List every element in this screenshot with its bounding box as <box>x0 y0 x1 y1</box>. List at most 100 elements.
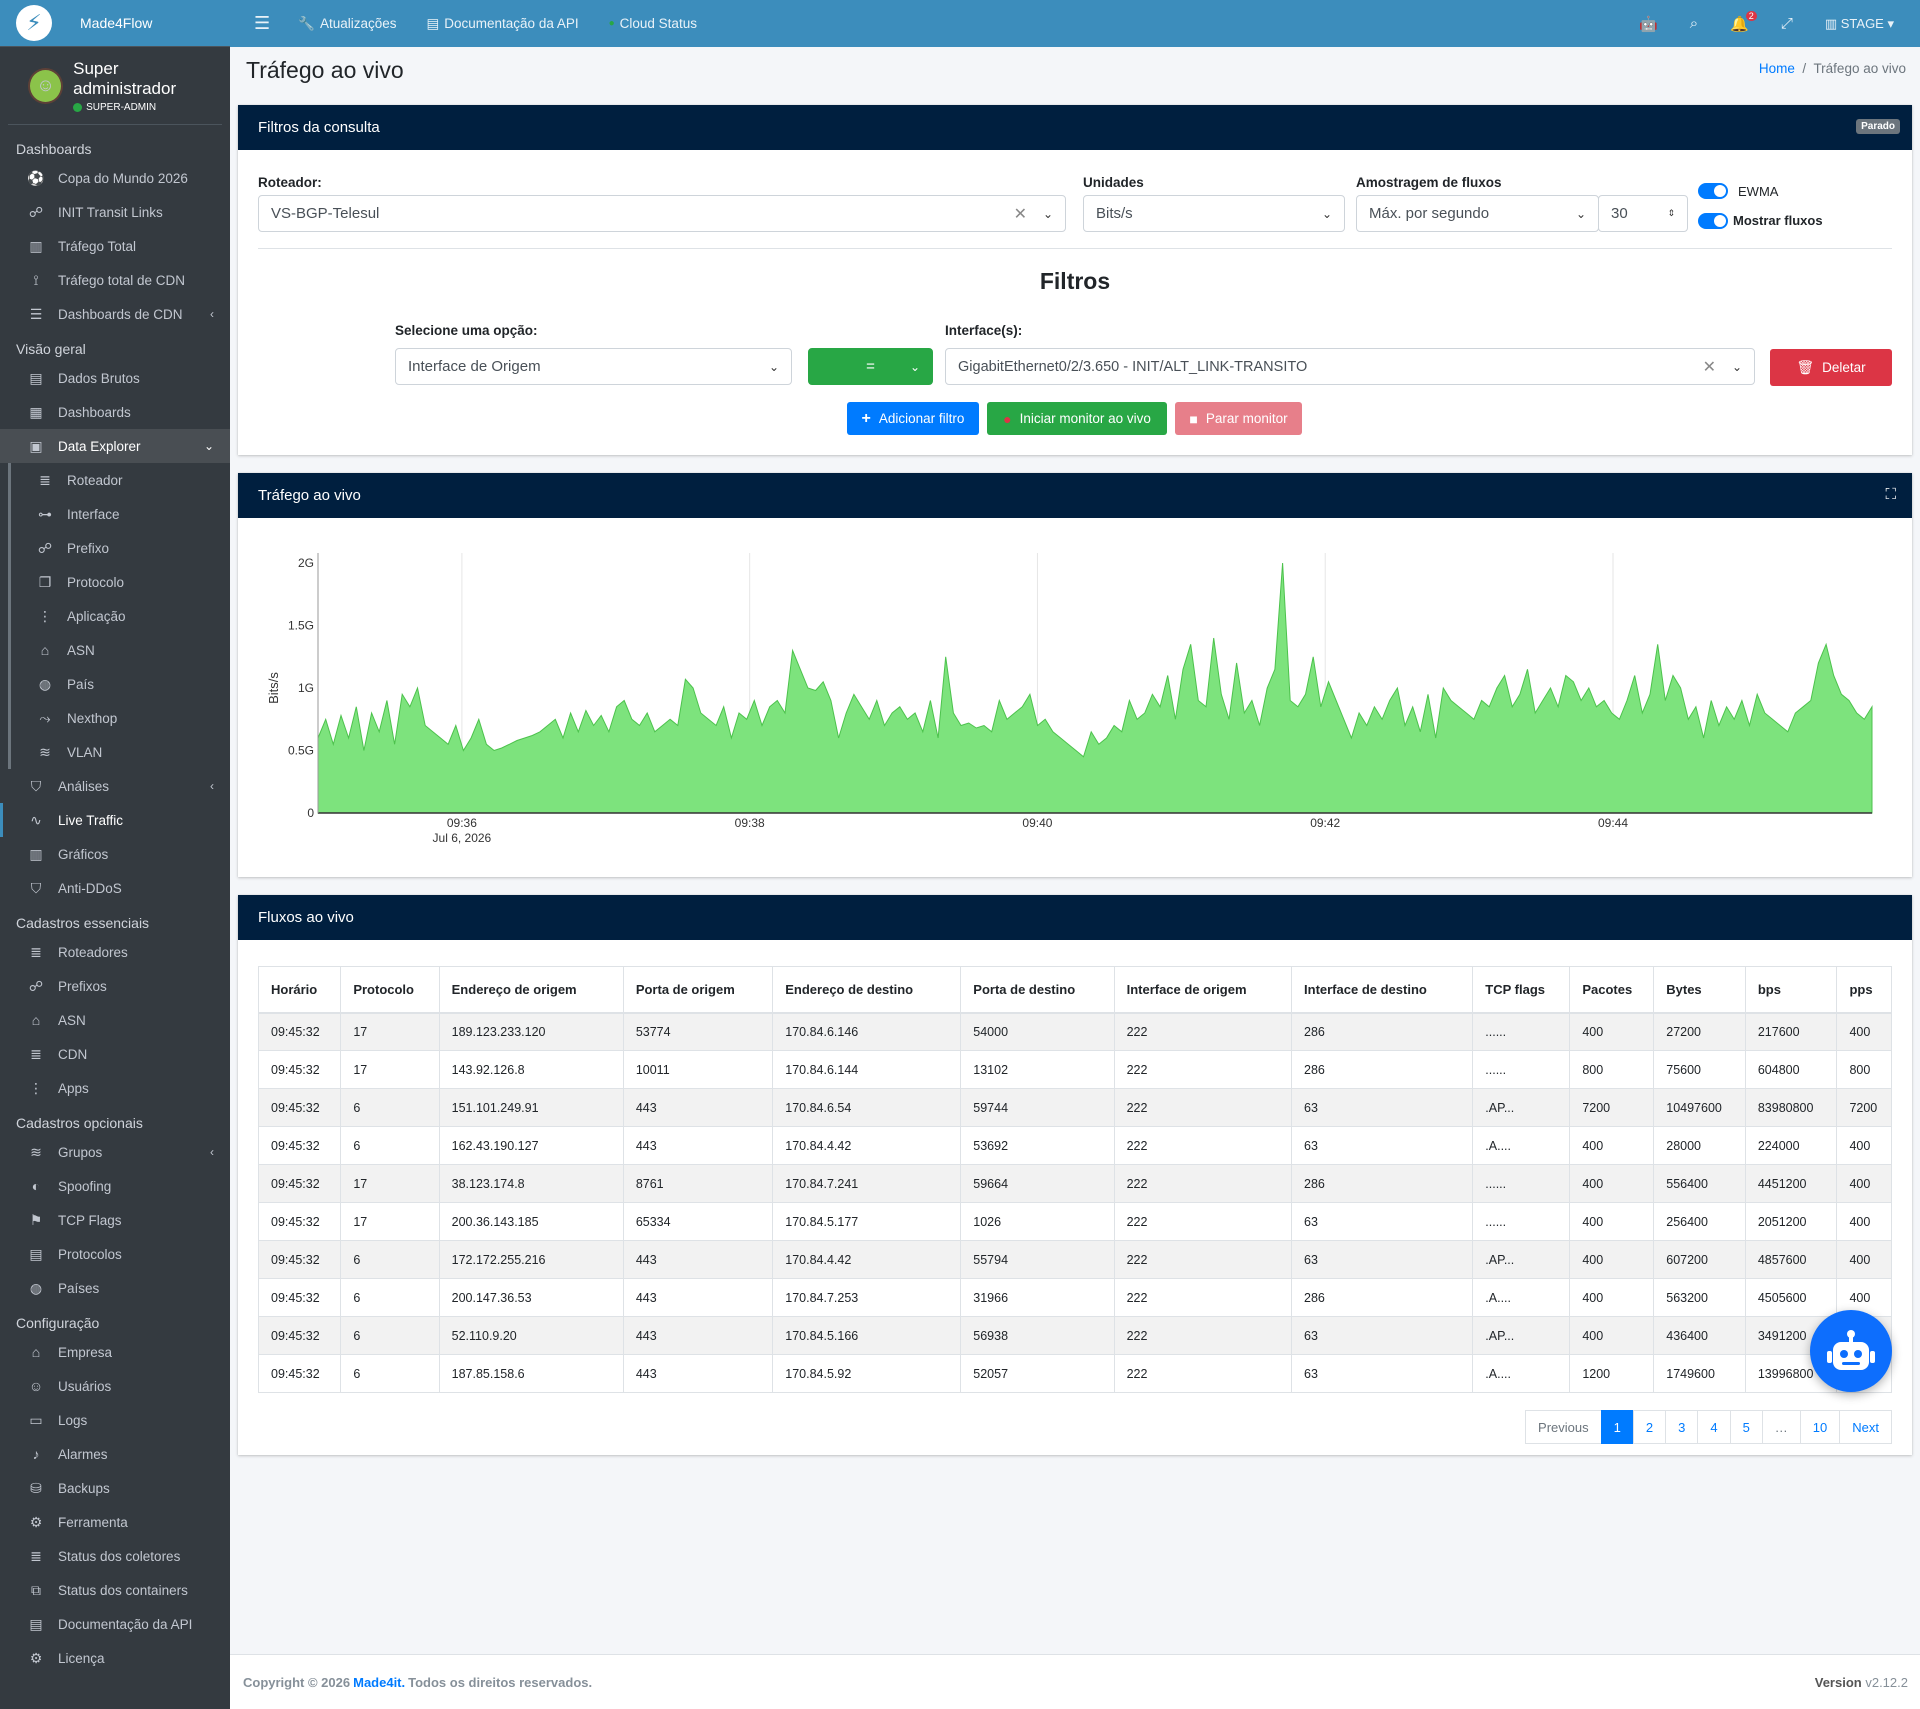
page-previous[interactable]: Previous <box>1525 1410 1602 1444</box>
sidebar-item-roteadores[interactable]: ≣ Roteadores <box>0 935 230 969</box>
page-1[interactable]: 1 <box>1600 1410 1634 1444</box>
sidebar-item-vlan[interactable]: ≋ VLAN <box>11 735 230 769</box>
column-header[interactable]: Pacotes <box>1569 966 1655 1014</box>
delete-button[interactable]: 🗑 Deletar <box>1770 349 1892 386</box>
breadcrumb-home[interactable]: Home <box>1758 61 1795 76</box>
column-header[interactable]: Endereço de destino <box>772 966 962 1014</box>
router-select[interactable]: VS-BGP-Telesul ✕ ⌄ <box>258 195 1066 232</box>
chatbot-button[interactable] <box>1810 1310 1892 1392</box>
sidebar-item-ferramenta[interactable]: ⚙ Ferramenta <box>0 1505 230 1539</box>
sidebar-item-copa-do-mundo-2026[interactable]: ⚽ Copa do Mundo 2026 <box>0 161 230 195</box>
sidebar-item-documenta-o-da-api[interactable]: ▤ Documentação da API <box>0 1607 230 1641</box>
search-icon[interactable]: ⌕ <box>1689 15 1699 32</box>
robot-icon[interactable]: 🤖 <box>1639 15 1658 33</box>
sidebar-item-usu-rios[interactable]: ☺ Usuários <box>0 1369 230 1403</box>
column-header[interactable]: Bytes <box>1653 966 1746 1014</box>
sidebar-item-tr-fego-total-de-cdn[interactable]: ⟟ Tráfego total de CDN <box>0 263 230 297</box>
chevron-left-icon: ‹ <box>210 779 214 793</box>
clear-icon[interactable]: ✕ <box>1013 205 1027 223</box>
api-docs-link[interactable]: ▤ Documentação da API <box>427 16 579 32</box>
start-monitor-button[interactable]: ● Iniciar monitor ao vivo <box>987 402 1167 435</box>
sidebar-item-grupos[interactable]: ≋ Grupos ‹ <box>0 1135 230 1169</box>
sidebar-item-dados-brutos[interactable]: ▤ Dados Brutos <box>0 361 230 395</box>
column-header[interactable]: Endereço de origem <box>438 966 624 1014</box>
sampling-number-input[interactable]: 30 ⇕ <box>1598 195 1688 232</box>
interfaces-select[interactable]: GigabitEthernet0/2/3.650 - INIT/ALT_LINK… <box>945 348 1755 385</box>
sidebar-item-cdn[interactable]: ≣ CDN <box>0 1037 230 1071</box>
sidebar-item-prefixo[interactable]: ☍ Prefixo <box>11 531 230 565</box>
column-header[interactable]: Interface de origem <box>1113 966 1293 1014</box>
sidebar-item-status-dos-coletores[interactable]: ≣ Status dos coletores <box>0 1539 230 1573</box>
sidebar-item-licen-a[interactable]: ⚙ Licença <box>0 1641 230 1675</box>
sidebar-item-aplica-o[interactable]: ⋮ Aplicação <box>11 599 230 633</box>
expand-icon[interactable]: ⛶ <box>1885 486 1896 503</box>
fullscreen-icon[interactable]: ⤢ <box>1780 15 1793 32</box>
table-cell: 400 <box>1836 1202 1892 1241</box>
sidebar-item-roteador[interactable]: ≣ Roteador <box>11 463 230 497</box>
brand[interactable]: ⚡ Made4Flow <box>0 0 230 47</box>
sidebar-item-protocolo[interactable]: ❐ Protocolo <box>11 565 230 599</box>
page-2[interactable]: 2 <box>1632 1410 1667 1444</box>
sidebar-item-dashboards[interactable]: ▦ Dashboards <box>0 395 230 429</box>
menu-toggle-icon[interactable]: ☰ <box>254 13 271 33</box>
sidebar-item-live-traffic[interactable]: ∿ Live Traffic <box>0 803 230 837</box>
add-filter-button[interactable]: + Adicionar filtro <box>847 402 979 435</box>
chart-card-header: Tráfego ao vivo ⛶ <box>238 473 1912 518</box>
stop-monitor-button[interactable]: ■ Parar monitor <box>1175 402 1302 435</box>
sidebar-item-protocolos[interactable]: ▤ Protocolos <box>0 1237 230 1271</box>
page-3[interactable]: 3 <box>1665 1410 1699 1444</box>
column-header[interactable]: bps <box>1744 966 1838 1014</box>
page-10[interactable]: 10 <box>1799 1410 1841 1444</box>
page-next[interactable]: Next <box>1839 1410 1892 1444</box>
env-dropdown[interactable]: ▥ STAGE ▾ <box>1824 15 1894 31</box>
sidebar-item-tcp-flags[interactable]: ⚑ TCP Flags <box>0 1203 230 1237</box>
cloud-status-link[interactable]: ● Cloud Status <box>609 16 697 31</box>
footer-company-link[interactable]: Made4it. <box>353 1674 406 1690</box>
column-header[interactable]: TCP flags <box>1472 966 1571 1014</box>
bell-icon[interactable]: 🔔 2 <box>1730 10 1757 33</box>
column-header[interactable]: pps <box>1836 966 1892 1014</box>
option-select[interactable]: Interface de Origem ⌄ <box>395 348 792 385</box>
table-cell: 400 <box>1569 1278 1655 1317</box>
page-4[interactable]: 4 <box>1697 1410 1731 1444</box>
sidebar-item-pa-s[interactable]: ◍ País <box>11 667 230 701</box>
clear-icon[interactable]: ✕ <box>1702 358 1716 376</box>
sidebar-item-logs[interactable]: ▭ Logs <box>0 1403 230 1437</box>
sidebar-item-dashboards-de-cdn[interactable]: ☰ Dashboards de CDN ‹ <box>0 297 230 331</box>
column-header[interactable]: Horário <box>257 966 342 1014</box>
column-header[interactable]: Protocolo <box>340 966 440 1014</box>
sidebar-item-apps[interactable]: ⋮ Apps <box>0 1071 230 1105</box>
units-select[interactable]: Bits/s ⌄ <box>1083 195 1345 232</box>
traffic-area-series <box>317 562 1873 814</box>
column-header[interactable]: Interface de destino <box>1291 966 1474 1014</box>
sidebar-item-status-dos-containers[interactable]: ⧉ Status dos containers <box>0 1573 230 1607</box>
sidebar-item-alarmes[interactable]: ♪ Alarmes <box>0 1437 230 1471</box>
sidebar-item-asn[interactable]: ⌂ ASN <box>0 1003 230 1037</box>
sidebar-item-prefixos[interactable]: ☍ Prefixos <box>0 969 230 1003</box>
spinner-icon[interactable]: ⇕ <box>1667 208 1675 218</box>
updates-link[interactable]: 🔧 Atualizações <box>298 16 396 32</box>
operator-select[interactable]: = ⌄ <box>808 348 933 385</box>
sidebar-item-tr-fego-total[interactable]: ▥ Tráfego Total <box>0 229 230 263</box>
sidebar-item-data-explorer[interactable]: ▣ Data Explorer ⌄ <box>0 429 230 463</box>
sidebar-item-empresa[interactable]: ⌂ Empresa <box>0 1335 230 1369</box>
sidebar-item-pa-ses[interactable]: ◍ Países <box>0 1271 230 1305</box>
table-cell: 7200 <box>1836 1088 1892 1127</box>
sidebar-item-spoofing[interactable]: ◐ Spoofing <box>0 1169 230 1203</box>
column-header[interactable]: Porta de destino <box>960 966 1115 1014</box>
sidebar-item-gr-ficos[interactable]: ▥ Gráficos <box>0 837 230 871</box>
page-5[interactable]: 5 <box>1729 1410 1763 1444</box>
network-icon: ☍ <box>28 977 44 994</box>
sidebar-item-asn[interactable]: ⌂ ASN <box>11 633 230 667</box>
user-panel[interactable]: ☺ Super administrador SUPER-ADMIN <box>8 47 222 125</box>
ewma-toggle[interactable] <box>1698 183 1728 199</box>
sidebar-item-interface[interactable]: ⊶ Interface <box>11 497 230 531</box>
sidebar-item-nexthop[interactable]: ⤳ Nexthop <box>11 701 230 735</box>
sidebar-item-init-transit-links[interactable]: ☍ INIT Transit Links <box>0 195 230 229</box>
sidebar-item-an-lises[interactable]: ⛉ Análises ‹ <box>0 769 230 803</box>
column-header[interactable]: Porta de origem <box>622 966 774 1014</box>
sidebar-item-anti-ddos[interactable]: ⛉ Anti-DDoS <box>0 871 230 905</box>
sidebar-item-backups[interactable]: ⛁ Backups <box>0 1471 230 1505</box>
show-flows-toggle[interactable] <box>1698 213 1728 229</box>
sampling-select[interactable]: Máx. por segundo ⌄ <box>1356 195 1599 232</box>
